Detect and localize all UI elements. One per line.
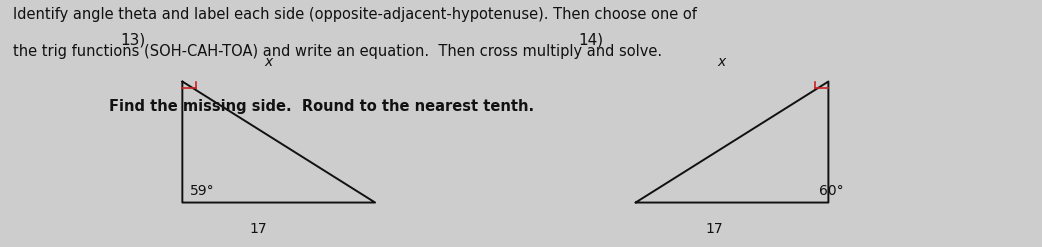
Text: x: x bbox=[265, 55, 273, 69]
Text: 13): 13) bbox=[120, 32, 145, 47]
Text: Identify angle theta and label each side (opposite-adjacent-hypotenuse). Then ch: Identify angle theta and label each side… bbox=[13, 7, 696, 22]
Text: 59°: 59° bbox=[190, 184, 215, 198]
Text: the trig functions (SOH-CAH-TOA) and write an equation.  Then cross multiply and: the trig functions (SOH-CAH-TOA) and wri… bbox=[13, 44, 662, 60]
Text: 14): 14) bbox=[578, 32, 603, 47]
Text: x: x bbox=[717, 55, 725, 69]
Text: 60°: 60° bbox=[819, 184, 844, 198]
Text: 17: 17 bbox=[705, 222, 722, 236]
Text: Find the missing side.  Round to the nearest tenth.: Find the missing side. Round to the near… bbox=[109, 99, 535, 114]
Text: 17: 17 bbox=[250, 222, 267, 236]
